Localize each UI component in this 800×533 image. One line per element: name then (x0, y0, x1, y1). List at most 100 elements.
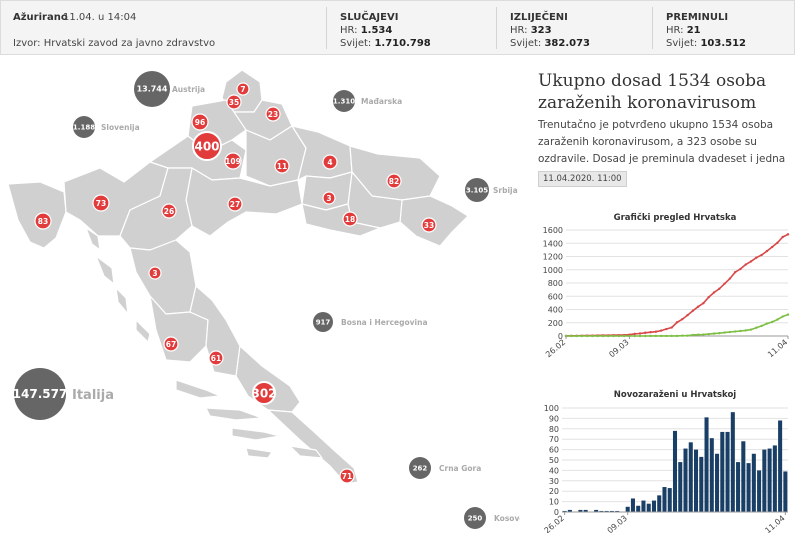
county-badge-circle (274, 158, 290, 174)
series-line (565, 233, 789, 337)
data-point (665, 334, 668, 338)
country-badge[interactable]: 262 Crna Gora (409, 457, 481, 479)
bar (562, 510, 567, 512)
x-tick-label: 09.03 (607, 338, 630, 360)
county-badge-circle (208, 350, 224, 366)
data-point (739, 267, 742, 271)
county-badge[interactable]: 11 (274, 158, 290, 174)
country-count: 917 (316, 318, 331, 326)
data-point (712, 332, 716, 335)
data-point (675, 321, 679, 324)
county-badge[interactable]: 4 (322, 154, 338, 170)
county-badge-circle (386, 173, 402, 189)
bar (730, 412, 735, 512)
county-shape[interactable] (235, 345, 301, 413)
county-badge[interactable]: 96 (191, 113, 209, 131)
croatia-map: 13.744 Austrija 1.310 Mađarska 1.188 Slovenij… (7, 69, 520, 529)
y-tick-label: 10 (549, 498, 559, 507)
bar (641, 500, 646, 512)
county-badge-circle (322, 191, 336, 205)
county-badge[interactable]: 7 (236, 82, 250, 96)
y-tick-label: 40 (549, 466, 559, 475)
country-badge-circle (464, 507, 486, 529)
y-tick-label: 1600 (543, 226, 563, 235)
x-tick-label: 11.04 (763, 514, 786, 533)
country-count: 1.188 (73, 123, 95, 131)
data-point (702, 302, 705, 305)
county-count: 35 (229, 98, 239, 107)
data-point (786, 233, 790, 236)
country-badge[interactable]: 147.577 Italija (13, 368, 114, 420)
country-badge[interactable]: 1.310 Mađarska (333, 90, 402, 112)
chart-title: Grafički pregled Hrvatska (613, 213, 737, 223)
bar (651, 500, 657, 512)
stat-world-value: 382.073 (544, 38, 590, 49)
data-point (733, 330, 737, 333)
data-point (723, 282, 726, 285)
county-badge[interactable]: 109 (224, 152, 242, 170)
data-point (633, 334, 636, 338)
county-badge[interactable]: 35 (226, 94, 242, 110)
county-badge-circle (265, 106, 281, 122)
country-badge[interactable]: 13.744 Austrija (134, 71, 205, 107)
data-point (755, 256, 758, 259)
county-badge[interactable]: 302 (251, 381, 277, 405)
county-shape[interactable] (301, 171, 353, 211)
y-tick-label: 400 (548, 306, 563, 315)
county-count: 109 (225, 157, 241, 166)
bar (609, 510, 614, 512)
stats-bar: Ažurirano 11.04. u 14:04 Izvor: Hrvatski… (0, 0, 795, 55)
stat-title: PREMINULI (666, 12, 729, 23)
data-point (749, 328, 753, 331)
country-badge[interactable]: 917 Bosna i Hercegovina (313, 312, 428, 332)
county-badge[interactable]: 67 (163, 336, 179, 352)
county-badge[interactable]: 400 (192, 131, 222, 161)
data-point (638, 334, 642, 338)
country-badge-circle (73, 116, 95, 138)
data-point (691, 333, 695, 337)
county-badge-circle (191, 113, 209, 131)
country-badge-circle (333, 90, 355, 112)
stat-hr-value: 21 (686, 25, 701, 36)
stat-world-value: 103.512 (700, 38, 746, 49)
county-badge-circle (227, 196, 243, 212)
y-tick-label: 80 (549, 425, 559, 434)
country-name: Slovenija (101, 123, 140, 132)
county-shape[interactable] (301, 203, 381, 237)
data-point (786, 313, 790, 316)
county-shape[interactable] (129, 239, 197, 315)
y-tick-label: 1200 (543, 253, 563, 262)
county-badge[interactable]: 23 (265, 106, 281, 122)
island-shape (95, 255, 115, 285)
data-point (607, 334, 610, 338)
county-badge[interactable]: 3 (148, 266, 162, 280)
bar (672, 430, 678, 512)
bar (772, 445, 777, 512)
county-badge[interactable]: 73 (92, 194, 110, 212)
county-badge[interactable]: 61 (208, 350, 224, 366)
stat-world-label: Svijet: (340, 38, 372, 49)
data-point (728, 330, 732, 334)
island-shape (205, 407, 263, 421)
country-badge[interactable]: 3.105 Srbija (465, 178, 518, 202)
country-badge[interactable]: 1.188 Slovenija (73, 116, 140, 138)
bar (615, 510, 620, 512)
county-badge[interactable]: 82 (386, 173, 402, 189)
y-tick-label: 0 (558, 332, 563, 341)
data-point (707, 332, 710, 336)
county-badge[interactable]: 33 (421, 217, 437, 233)
county-badge[interactable]: 3 (322, 191, 336, 205)
county-badge[interactable]: 26 (161, 203, 177, 219)
county-badge[interactable]: 83 (34, 212, 52, 230)
data-point (760, 253, 763, 257)
county-badge[interactable]: 71 (339, 468, 355, 484)
county-badge-circle (224, 152, 242, 170)
data-point (707, 295, 710, 299)
county-badge[interactable]: 27 (227, 196, 243, 212)
y-tick-label: 100 (544, 404, 559, 413)
country-badges: 13.744 Austrija 1.310 Mađarska 1.188 Slovenij… (13, 71, 520, 529)
country-badge[interactable]: 250 Kosovo (464, 507, 520, 529)
data-point (659, 334, 663, 338)
county-badge[interactable]: 18 (342, 211, 358, 227)
data-point (733, 271, 737, 274)
